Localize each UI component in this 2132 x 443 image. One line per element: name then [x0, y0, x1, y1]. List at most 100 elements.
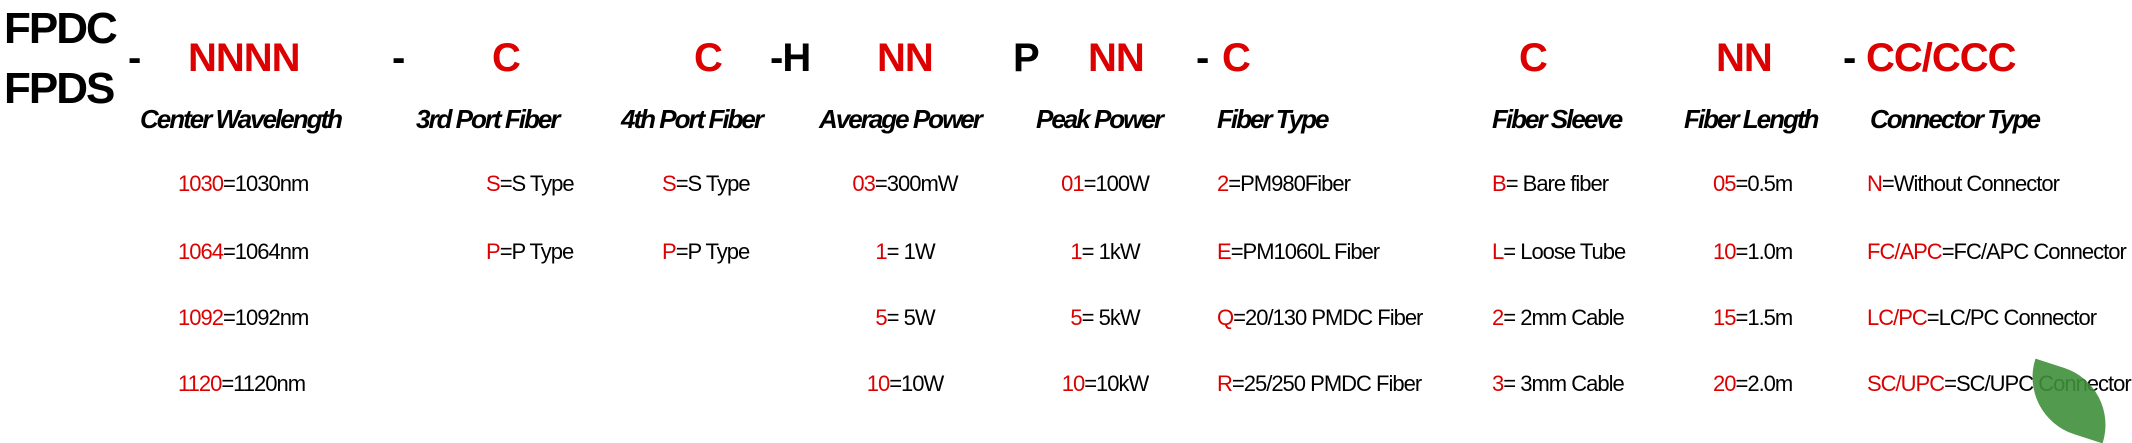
option-entry: R=25/250 PMDC Fiber: [1217, 370, 1422, 398]
option-code: P: [486, 239, 501, 264]
column-label: Fiber Type: [1217, 104, 1330, 134]
option-entry: 10=10W: [866, 370, 945, 398]
option-code: FC/APC: [1867, 239, 1943, 264]
prefix-fpds: FPDS: [4, 64, 115, 113]
code-segment: NN: [1088, 36, 1145, 80]
code-segment: -: [1196, 36, 1209, 80]
option-entry: 1092=1092nm: [178, 304, 309, 332]
option-entry: 05=0.5m: [1713, 170, 1793, 198]
option-code: 1: [1070, 239, 1082, 264]
column-label: Average Power: [819, 104, 983, 134]
option-description: =1120nm: [221, 371, 306, 396]
column-label: Center Wavelength: [140, 104, 343, 134]
option-description: =PM980Fiber: [1228, 171, 1351, 196]
code-segment: P: [1013, 36, 1040, 80]
option-description: =100W: [1083, 171, 1150, 196]
option-code: S: [486, 171, 501, 196]
option-code: 5: [1070, 305, 1082, 330]
option-code: 1092: [178, 305, 224, 330]
option-description: =0.5m: [1735, 171, 1793, 196]
option-entry: 1064=1064nm: [178, 238, 309, 266]
option-description: =20/130 PMDC Fiber: [1233, 305, 1423, 330]
option-description: =2.0m: [1735, 371, 1793, 396]
option-entry: FC/APC=FC/APC Connector: [1867, 238, 2127, 266]
option-description: =10W: [889, 371, 944, 396]
option-entry: LC/PC=LC/PC Connector: [1867, 304, 2097, 332]
option-description: =300mW: [874, 171, 959, 196]
option-description: =FC/APC Connector: [1941, 239, 2127, 264]
option-code: B: [1492, 171, 1507, 196]
option-description: =1.0m: [1735, 239, 1793, 264]
option-description: = 2mm Cable: [1503, 305, 1624, 330]
option-code: 10: [866, 371, 891, 396]
option-entry: P=P Type: [662, 238, 751, 266]
option-code: 01: [1061, 171, 1085, 196]
option-entry: 03=300mW: [852, 170, 959, 198]
option-description: =1.5m: [1735, 305, 1793, 330]
option-description: =PM1060L Fiber: [1230, 239, 1380, 264]
option-entry: E=PM1060L Fiber: [1217, 238, 1380, 266]
option-entry: 2= 2mm Cable: [1492, 304, 1625, 332]
option-code: Q: [1217, 305, 1234, 330]
option-entry: 2=PM980Fiber: [1217, 170, 1351, 198]
option-description: = 1W: [886, 239, 936, 264]
option-code: P: [662, 239, 677, 264]
option-entry: 1120=1120nm: [178, 370, 306, 398]
column-label: 4th Port Fiber: [621, 104, 764, 134]
code-segment: C: [1222, 36, 1251, 80]
option-description: =25/250 PMDC Fiber: [1231, 371, 1422, 396]
option-code: 10: [1713, 239, 1737, 264]
option-code: 1120: [178, 371, 222, 396]
option-code: E: [1217, 239, 1232, 264]
column-label: Fiber Length: [1684, 104, 1819, 134]
code-segment: NNNN: [188, 36, 301, 80]
option-description: =S Type: [675, 171, 751, 196]
code-segment: CC/CCC: [1866, 36, 2017, 80]
column-label: 3rd Port Fiber: [416, 104, 560, 134]
prefix-fpdc: FPDC: [4, 4, 118, 53]
option-entry: 3= 3mm Cable: [1492, 370, 1625, 398]
code-segment: -: [392, 36, 405, 80]
code-segment: -H: [770, 36, 811, 80]
option-code: 03: [852, 171, 876, 196]
option-code: SC/UPC: [1867, 371, 1945, 396]
option-description: = Bare fiber: [1505, 171, 1609, 196]
option-entry: 5= 5W: [875, 304, 936, 332]
option-entry: 1= 1W: [875, 238, 936, 266]
option-entry: 1030=1030nm: [178, 170, 309, 198]
option-description: =P Type: [499, 239, 575, 264]
option-entry: 5= 5kW: [1070, 304, 1141, 332]
option-description: =S Type: [499, 171, 575, 196]
code-segment: C: [694, 36, 723, 80]
option-description: = 1kW: [1081, 239, 1141, 264]
option-code: 2: [1492, 305, 1504, 330]
option-description: =P Type: [675, 239, 751, 264]
option-description: = 5W: [886, 305, 936, 330]
option-entry: B= Bare fiber: [1492, 170, 1609, 198]
code-segment: C: [1519, 36, 1548, 80]
column-label: Fiber Sleeve: [1492, 104, 1623, 134]
option-code: S: [662, 171, 677, 196]
option-description: =LC/PC Connector: [1926, 305, 2097, 330]
option-entry: L= Loose Tube: [1492, 238, 1626, 266]
option-description: =1030nm: [222, 171, 309, 196]
option-code: R: [1217, 371, 1233, 396]
option-code: 1064: [178, 239, 224, 264]
option-description: = 3mm Cable: [1503, 371, 1624, 396]
option-code: LC/PC: [1867, 305, 1928, 330]
code-segment: NN: [877, 36, 934, 80]
code-segment: -: [1843, 36, 1856, 80]
option-description: =1064nm: [222, 239, 309, 264]
option-code: 10: [1061, 371, 1086, 396]
option-entry: 10=10kW: [1061, 370, 1150, 398]
option-code: 5: [875, 305, 887, 330]
option-entry: S=S Type: [486, 170, 575, 198]
option-entry: 20=2.0m: [1713, 370, 1793, 398]
option-code: 1: [875, 239, 887, 264]
option-description: = 5kW: [1081, 305, 1141, 330]
option-code: N: [1867, 171, 1883, 196]
option-entry: P=P Type: [486, 238, 575, 266]
option-entry: 1= 1kW: [1070, 238, 1141, 266]
option-entry: N=Without Connector: [1867, 170, 2060, 198]
option-entry: 01=100W: [1061, 170, 1150, 198]
